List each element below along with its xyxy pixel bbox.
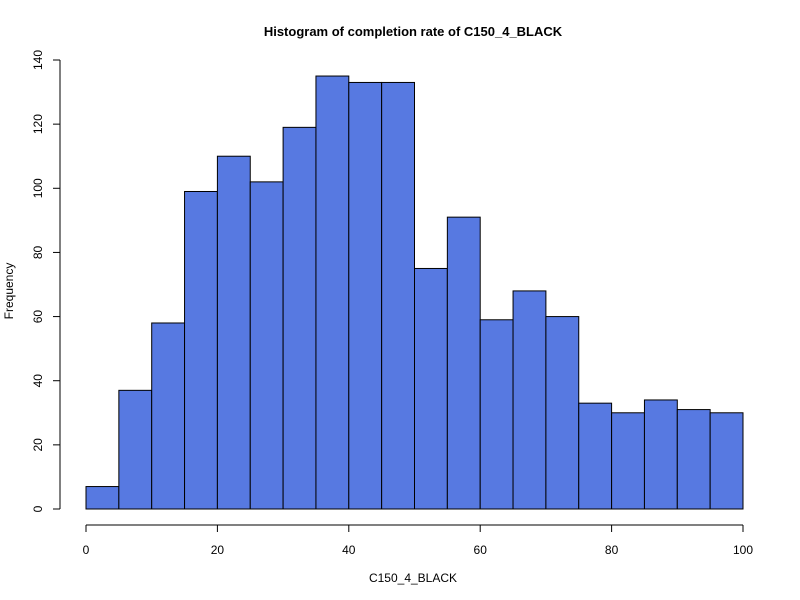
x-tick-label: 60 <box>474 543 488 557</box>
y-axis-label: Frequency <box>2 263 16 320</box>
histogram-bar <box>282 126 317 510</box>
x-axis: 0 20 40 60 80 100 <box>83 524 753 557</box>
bars-group <box>85 75 744 510</box>
y-tick-label: 20 <box>31 438 45 452</box>
histogram-bar <box>643 399 678 510</box>
chart-title: Histogram of completion rate of C150_4_B… <box>264 24 563 39</box>
histogram-bar <box>381 81 415 510</box>
y-tick-label: 80 <box>31 245 45 259</box>
x-tick-label: 20 <box>211 543 225 557</box>
y-axis: 0 20 40 60 80 100 120 140 <box>31 50 61 512</box>
histogram-bar <box>348 81 383 510</box>
histogram-bar <box>315 75 350 510</box>
y-tick-label: 140 <box>31 50 45 70</box>
histogram-bar <box>676 409 711 510</box>
y-tick-label: 100 <box>31 178 45 198</box>
x-tick-label: 80 <box>605 543 619 557</box>
y-tick-label: 0 <box>31 505 45 512</box>
x-tick-label: 40 <box>342 543 356 557</box>
histogram-bar <box>151 322 186 510</box>
histogram-bar <box>545 316 580 510</box>
histogram-bar <box>709 412 744 510</box>
histogram-bar <box>611 412 645 510</box>
x-axis-label: C150_4_BLACK <box>369 571 457 585</box>
histogram-bar <box>118 389 153 510</box>
y-tick-label: 40 <box>31 374 45 388</box>
histogram-bar <box>578 402 613 510</box>
histogram-bar <box>512 290 547 510</box>
y-tick-label: 60 <box>31 310 45 324</box>
histogram-bar <box>216 155 251 510</box>
x-tick-label: 0 <box>83 543 90 557</box>
y-tick-label: 120 <box>31 114 45 134</box>
histogram-bar <box>446 216 481 510</box>
histogram-bar <box>85 486 120 510</box>
x-tick-label: 100 <box>733 543 753 557</box>
histogram-bar <box>414 267 448 510</box>
histogram-bar <box>479 319 514 510</box>
histogram-bar <box>249 181 284 510</box>
histogram-bar <box>184 190 218 510</box>
